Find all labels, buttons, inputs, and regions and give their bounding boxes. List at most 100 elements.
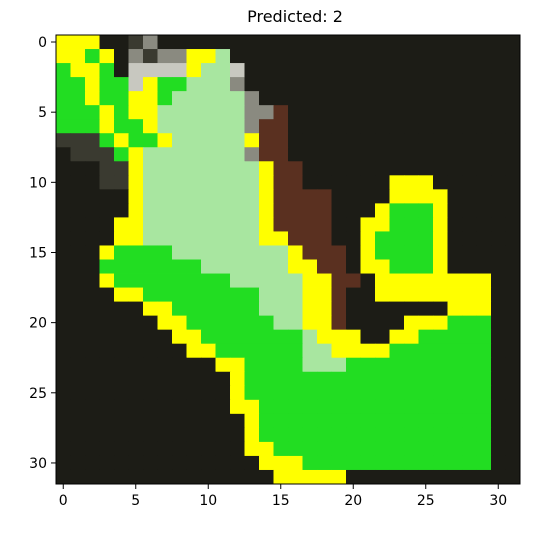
heatmap-cell xyxy=(433,400,448,414)
heatmap-cell xyxy=(143,175,158,189)
heatmap-cell xyxy=(303,400,318,414)
heatmap-cell xyxy=(506,77,521,91)
heatmap-cell xyxy=(100,77,115,91)
heatmap-cell xyxy=(491,91,506,105)
heatmap-cell xyxy=(361,288,376,302)
heatmap-cell xyxy=(390,231,405,245)
heatmap-cell xyxy=(114,245,129,259)
heatmap-cell xyxy=(404,330,419,344)
heatmap-cell xyxy=(201,147,216,161)
heatmap-cell xyxy=(274,316,289,330)
heatmap-cell xyxy=(71,260,86,274)
heatmap-cell xyxy=(143,35,158,49)
heatmap-cell xyxy=(71,189,86,203)
heatmap-cell xyxy=(230,288,245,302)
heatmap-cell xyxy=(259,442,274,456)
heatmap-cell xyxy=(317,344,332,358)
heatmap-cell xyxy=(71,133,86,147)
heatmap-cell xyxy=(390,245,405,259)
heatmap-cell xyxy=(491,133,506,147)
heatmap-cell xyxy=(259,203,274,217)
heatmap-cell xyxy=(361,175,376,189)
heatmap-cell xyxy=(216,414,231,428)
heatmap-cell xyxy=(274,133,289,147)
heatmap-cell xyxy=(332,344,347,358)
heatmap-cell xyxy=(390,386,405,400)
heatmap-cell xyxy=(303,316,318,330)
heatmap-cell xyxy=(56,330,71,344)
heatmap-cell xyxy=(419,217,434,231)
heatmap-cell xyxy=(216,274,231,288)
heatmap-cell xyxy=(448,442,463,456)
heatmap-cell xyxy=(158,49,173,63)
heatmap-cell xyxy=(361,344,376,358)
heatmap-cell xyxy=(85,386,100,400)
y-tick-label: 30 xyxy=(29,456,47,472)
heatmap-cell xyxy=(346,302,361,316)
heatmap-cell xyxy=(158,133,173,147)
heatmap-cell xyxy=(158,63,173,77)
heatmap-cell xyxy=(419,175,434,189)
heatmap-cell xyxy=(100,400,115,414)
heatmap-cell xyxy=(332,35,347,49)
heatmap-cell xyxy=(129,189,144,203)
heatmap-cell xyxy=(216,428,231,442)
heatmap-cell xyxy=(506,288,521,302)
heatmap-cell xyxy=(172,274,187,288)
heatmap-cell xyxy=(346,175,361,189)
heatmap-cell xyxy=(390,260,405,274)
heatmap-cell xyxy=(332,358,347,372)
heatmap-cell xyxy=(404,189,419,203)
heatmap-cell xyxy=(506,316,521,330)
heatmap-cell xyxy=(477,260,492,274)
heatmap-cell xyxy=(433,302,448,316)
heatmap-cell xyxy=(317,470,332,484)
heatmap-cell xyxy=(288,400,303,414)
heatmap-cell xyxy=(332,203,347,217)
heatmap-cell xyxy=(491,189,506,203)
heatmap-cell xyxy=(419,133,434,147)
heatmap-cell xyxy=(419,203,434,217)
heatmap-cell xyxy=(230,63,245,77)
heatmap-cell xyxy=(201,231,216,245)
heatmap-cell xyxy=(187,77,202,91)
heatmap-cell xyxy=(332,231,347,245)
heatmap-cell xyxy=(187,358,202,372)
heatmap-cell xyxy=(85,344,100,358)
heatmap-cell xyxy=(433,470,448,484)
heatmap-cell xyxy=(85,245,100,259)
heatmap-cell xyxy=(375,414,390,428)
heatmap-cell xyxy=(201,91,216,105)
heatmap-cell xyxy=(491,274,506,288)
heatmap-cell xyxy=(143,91,158,105)
heatmap-cell xyxy=(477,400,492,414)
heatmap-cell xyxy=(100,456,115,470)
heatmap-cell xyxy=(201,189,216,203)
heatmap-cell xyxy=(259,119,274,133)
heatmap-cell xyxy=(259,147,274,161)
heatmap-cell xyxy=(390,91,405,105)
heatmap-cell xyxy=(390,316,405,330)
heatmap-cell xyxy=(448,316,463,330)
heatmap-cell xyxy=(56,105,71,119)
heatmap-cell xyxy=(288,372,303,386)
heatmap-cell xyxy=(346,470,361,484)
heatmap-cell xyxy=(491,414,506,428)
heatmap-cell xyxy=(114,203,129,217)
heatmap-cell xyxy=(433,428,448,442)
heatmap-cell xyxy=(433,442,448,456)
heatmap-cell xyxy=(172,358,187,372)
heatmap-cell xyxy=(433,245,448,259)
heatmap-cell xyxy=(274,175,289,189)
heatmap-cell xyxy=(390,442,405,456)
heatmap-cell xyxy=(100,189,115,203)
heatmap-cell xyxy=(332,274,347,288)
heatmap-cell xyxy=(143,302,158,316)
heatmap-cell xyxy=(230,358,245,372)
heatmap-cell xyxy=(303,330,318,344)
heatmap-cell xyxy=(332,260,347,274)
heatmap-cell xyxy=(129,274,144,288)
heatmap-cell xyxy=(346,35,361,49)
heatmap-cell xyxy=(85,63,100,77)
heatmap-cell xyxy=(288,470,303,484)
